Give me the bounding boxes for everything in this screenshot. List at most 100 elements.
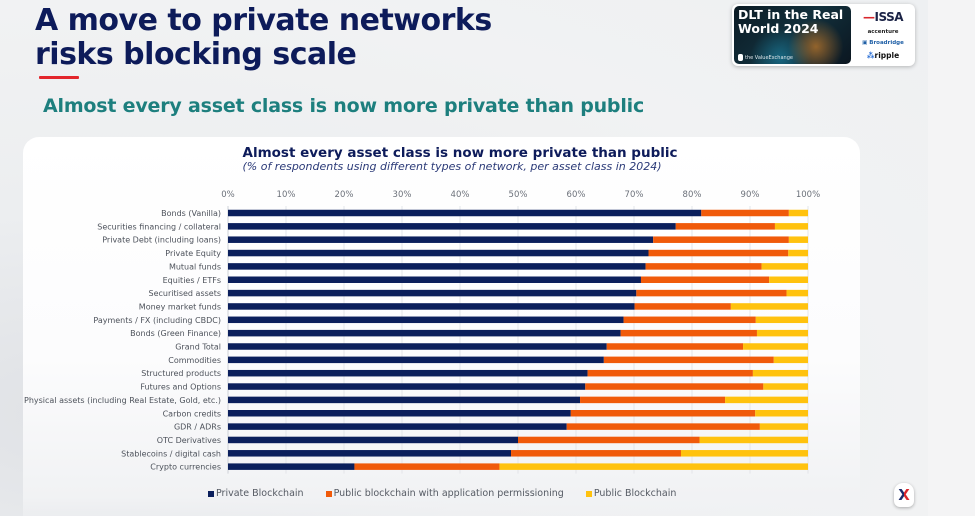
- bar-segment-private: [228, 209, 702, 217]
- valueexchange-icon: [738, 54, 743, 61]
- bar-segment-permissioned: [634, 303, 731, 310]
- stacked-bar-chart: 0% 10% 20% 30% 40% 50% 60% 70% 80% 90% 100% Bonds (…: [24, 190, 820, 474]
- bar-segment-permissioned: [620, 329, 757, 337]
- bar-segment-private: [228, 463, 355, 470]
- bar-segment-permissioned: [511, 450, 681, 457]
- bar-segment-permissioned: [640, 276, 770, 283]
- bar-segment-public: [788, 236, 808, 243]
- chart-legend: Private Blockchain Public blockchain wit…: [208, 488, 698, 499]
- category-label: Money market funds: [139, 302, 221, 311]
- bar-segment-public: [761, 263, 808, 270]
- bar-segment-public: [730, 303, 808, 310]
- bar-segment-public: [788, 249, 808, 257]
- legend-item-permissioned: Public blockchain with application permi…: [325, 488, 564, 499]
- bar-segment-permissioned: [585, 383, 764, 390]
- bar-segment-permissioned: [354, 463, 500, 470]
- bar-segment-permissioned: [566, 423, 760, 430]
- bar-segment-permissioned: [587, 369, 753, 377]
- event-badge-title: DLT in the Real World 2024: [738, 8, 850, 36]
- bar-segment-permissioned: [653, 236, 789, 243]
- legend-swatch-private: [208, 490, 214, 497]
- bar-segment-private: [228, 329, 621, 337]
- bar-segment-permissioned: [701, 209, 789, 217]
- bar-segment-public: [699, 436, 808, 444]
- legend-item-public: Public Blockchain: [585, 488, 676, 499]
- x-tick-label: 70%: [625, 190, 644, 200]
- event-badge: DLT in the Real World 2024 the ValueExch…: [732, 4, 915, 66]
- event-badge-image: DLT in the Real World 2024 the ValueExch…: [734, 6, 851, 64]
- legend-swatch-permissioned: [325, 490, 332, 497]
- x-tick-label: 100%: [796, 190, 820, 200]
- ripple-logo: ⁂ripple: [867, 51, 899, 60]
- category-label: Crypto currencies: [150, 463, 221, 472]
- bar-segment-public: [788, 209, 808, 217]
- bar-segment-public: [786, 289, 808, 297]
- bar-segment-private: [228, 289, 637, 297]
- category-label: Stablecoins / digital cash: [121, 449, 221, 458]
- category-label: Physical assets (including Real Estate, …: [24, 396, 221, 405]
- valueexchange-logo-icon: X: [894, 483, 914, 507]
- bar-segment-permissioned: [580, 396, 726, 404]
- x-tick-label: 40%: [451, 190, 470, 200]
- category-label: Carbon credits: [163, 409, 221, 418]
- bar-segment-private: [228, 423, 567, 430]
- logo-glyph: X: [898, 486, 910, 504]
- title-accent-underline: [39, 76, 79, 79]
- bar-segment-private: [228, 343, 607, 350]
- organizer-name: the ValueExchange: [745, 54, 793, 61]
- legend-label-permissioned: Public blockchain with application permi…: [333, 488, 564, 499]
- category-label: Payments / FX (including CBDC): [93, 316, 221, 325]
- broadridge-text: Broadridge: [869, 40, 904, 47]
- x-tick-label: 10%: [277, 190, 296, 200]
- category-label: Mutual funds: [169, 262, 221, 271]
- organizer-label: the ValueExchange: [738, 54, 793, 61]
- window-right-margin: [928, 0, 975, 516]
- category-label: Commodities: [168, 356, 221, 365]
- bar-segment-private: [228, 396, 581, 404]
- broadridge-logo: ▣ Broadridge: [862, 40, 904, 47]
- slide-title: A move to private networks risks blockin…: [35, 4, 492, 72]
- chart-subtitle: (% of respondents using different types …: [242, 160, 662, 173]
- event-badge-title-line2: World 2024: [738, 21, 819, 36]
- x-tick-label: 90%: [741, 190, 760, 200]
- event-badge-title-line1: DLT in the Real: [738, 7, 844, 22]
- bar-segment-public: [759, 423, 808, 430]
- bar-segment-public: [773, 356, 808, 364]
- bar-segment-public: [743, 343, 808, 350]
- bar-segment-private: [228, 316, 624, 324]
- legend-swatch-public: [585, 490, 592, 497]
- slide-subtitle: Almost every asset class is now more pri…: [43, 95, 645, 117]
- bar-segment-public: [499, 463, 808, 470]
- category-label: Private Debt (including loans): [102, 236, 221, 245]
- bar-segment-private: [228, 263, 646, 270]
- category-label: Securitised assets: [148, 289, 221, 298]
- accenture-logo: accenture: [867, 28, 899, 35]
- sponsor-logos: —ISSA accenture ▣ Broadridge ⁂ripple: [854, 7, 912, 63]
- bar-segment-permissioned: [606, 343, 744, 350]
- bar-segment-permissioned: [636, 289, 787, 297]
- slide-title-line1: A move to private networks: [35, 3, 492, 38]
- ripple-icon: ⁂: [866, 51, 875, 61]
- x-tick-label: 60%: [567, 190, 586, 200]
- bar-segment-permissioned: [675, 223, 775, 230]
- category-label: GDR / ADRs: [174, 423, 221, 432]
- bar-segment-private: [228, 223, 676, 230]
- bar-segment-public: [769, 276, 808, 283]
- category-label: Futures and Options: [140, 383, 221, 392]
- x-tick-label: 0%: [221, 190, 235, 200]
- bar-segment-private: [228, 436, 518, 444]
- bar-segment-public: [774, 223, 808, 230]
- category-label: OTC Derivatives: [157, 436, 221, 445]
- x-tick-label: 20%: [335, 190, 354, 200]
- bar-segment-permissioned: [648, 249, 789, 257]
- x-tick-label: 30%: [393, 190, 412, 200]
- x-tick-label: 80%: [683, 190, 702, 200]
- slide-background: A move to private networks risks blockin…: [0, 0, 928, 516]
- bar-segment-private: [228, 249, 649, 257]
- bar-segment-private: [228, 303, 635, 310]
- bar-segment-permissioned: [623, 316, 756, 324]
- issa-logo: —ISSA: [863, 9, 903, 24]
- category-label: Structured products: [141, 369, 221, 378]
- bar-segment-public: [755, 410, 808, 417]
- chart-title: Almost every asset class is now more pri…: [242, 145, 678, 161]
